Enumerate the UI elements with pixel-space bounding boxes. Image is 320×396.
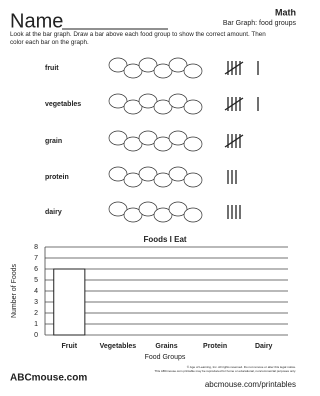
food-item [183, 207, 203, 223]
name-label: Name [10, 10, 63, 32]
food-item [123, 136, 143, 152]
food-label: dairy [45, 209, 62, 216]
legal-2: This ABCmouse.com printable may be repro… [154, 369, 296, 373]
food-rows: fruit vegetables grain protein dairy [45, 57, 259, 223]
food-item [123, 172, 143, 188]
food-label: vegetables [45, 101, 81, 108]
chart: Foods I Eat 0 1 2 3 4 5 6 7 8 Number of Foods Fruit… [11, 235, 288, 361]
food-item [168, 201, 188, 217]
y-axis-label: Number of Foods [11, 263, 18, 318]
x-tick-label: Fruit [62, 343, 78, 350]
instructions: Look at the bar graph. Draw a bar above … [10, 31, 266, 46]
food-item [138, 166, 158, 182]
food-picture [108, 130, 203, 152]
food-item [168, 166, 188, 182]
y-tick-label: 2 [34, 310, 38, 317]
food-picture [108, 57, 203, 79]
food-item [168, 57, 188, 73]
subject: Math [275, 7, 296, 17]
food-item [123, 63, 143, 79]
tally-cross [224, 134, 244, 148]
x-axis-label: Food Groups [145, 354, 186, 361]
instructions-box: Look at the bar graph. Draw a bar above … [10, 31, 266, 46]
tally [224, 61, 259, 75]
food-item [183, 99, 203, 115]
tally [227, 205, 241, 219]
food-label: fruit [45, 65, 59, 72]
food-label: grain [45, 138, 62, 145]
chart-title: Foods I Eat [143, 235, 186, 244]
y-tick-label: 1 [34, 321, 38, 328]
food-item [138, 201, 158, 217]
y-tick-label: 5 [34, 277, 38, 284]
logo: ABCmouse.com [10, 373, 87, 384]
food-picture [108, 201, 203, 223]
food-item [123, 99, 143, 115]
food-item [123, 207, 143, 223]
tally [227, 170, 237, 184]
y-tick-label: 6 [34, 266, 38, 273]
tally [224, 97, 259, 111]
subtitle: Bar Graph: food groups [223, 20, 297, 27]
food-item [138, 57, 158, 73]
food-item [108, 130, 128, 146]
food-item [153, 99, 173, 115]
food-item [168, 130, 188, 146]
food-item [108, 57, 128, 73]
y-tick-label: 4 [34, 288, 38, 295]
food-item [183, 136, 203, 152]
food-picture [108, 166, 203, 188]
food-item [108, 166, 128, 182]
x-tick-label: Grains [155, 343, 177, 350]
food-item [138, 93, 158, 109]
tally-cross [224, 61, 244, 75]
food-item [108, 93, 128, 109]
food-item [153, 63, 173, 79]
tally [224, 134, 244, 148]
y-tick-label: 7 [34, 255, 38, 262]
food-item [153, 207, 173, 223]
x-tick-label: Dairy [255, 343, 273, 350]
bar [53, 268, 86, 336]
worksheet: Name Math Bar Graph: food groups Look at… [10, 7, 297, 390]
food-item [183, 172, 203, 188]
tally-cross [224, 97, 244, 111]
y-tick-label: 8 [34, 244, 38, 251]
x-tick-label: Protein [203, 343, 227, 350]
food-item [183, 63, 203, 79]
url: abcmouse.com/printables [205, 380, 296, 389]
food-item [153, 136, 173, 152]
x-tick-label: Vegetables [100, 343, 137, 350]
food-picture [108, 93, 203, 115]
y-tick-label: 3 [34, 299, 38, 306]
food-label: protein [45, 174, 69, 181]
food-item [108, 201, 128, 217]
y-tick-label: 0 [34, 332, 38, 339]
legal: © Age of Learning, Inc. All rights reser… [187, 365, 296, 369]
food-item [153, 172, 173, 188]
food-item [138, 130, 158, 146]
food-item [168, 93, 188, 109]
